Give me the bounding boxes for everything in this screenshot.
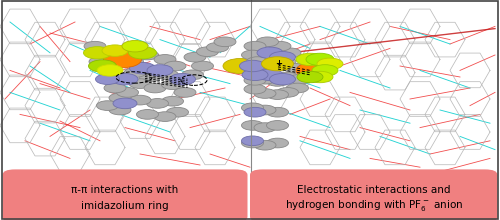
Circle shape — [164, 61, 186, 71]
Circle shape — [254, 74, 276, 84]
Circle shape — [284, 63, 306, 73]
FancyBboxPatch shape — [2, 169, 248, 220]
Circle shape — [242, 121, 264, 130]
Circle shape — [206, 42, 229, 52]
Circle shape — [307, 71, 333, 83]
Circle shape — [317, 58, 343, 70]
Circle shape — [96, 48, 118, 58]
Circle shape — [139, 72, 161, 82]
Circle shape — [174, 88, 196, 97]
Circle shape — [109, 93, 131, 103]
Circle shape — [97, 65, 123, 76]
Circle shape — [259, 59, 281, 69]
Circle shape — [104, 51, 142, 68]
Bar — [251, 0, 500, 172]
Circle shape — [269, 41, 291, 51]
FancyBboxPatch shape — [250, 169, 498, 220]
Circle shape — [244, 41, 266, 51]
Circle shape — [182, 70, 204, 80]
Circle shape — [136, 110, 158, 119]
Circle shape — [170, 73, 196, 85]
Circle shape — [254, 123, 276, 132]
Circle shape — [254, 105, 276, 115]
Circle shape — [270, 51, 295, 63]
Circle shape — [154, 112, 176, 121]
Circle shape — [144, 83, 166, 93]
Circle shape — [297, 71, 323, 83]
Circle shape — [289, 74, 311, 84]
Circle shape — [146, 99, 169, 108]
Circle shape — [166, 107, 188, 117]
Circle shape — [242, 136, 264, 146]
Circle shape — [147, 65, 173, 76]
Circle shape — [102, 45, 128, 56]
Circle shape — [154, 55, 176, 64]
Circle shape — [84, 47, 112, 59]
Circle shape — [196, 47, 218, 57]
Circle shape — [214, 37, 236, 47]
Circle shape — [274, 57, 296, 66]
Circle shape — [312, 65, 338, 76]
Text: hydrogen bonding with PF$_6^-$ anion: hydrogen bonding with PF$_6^-$ anion — [285, 198, 463, 213]
Circle shape — [266, 107, 288, 117]
Circle shape — [270, 73, 295, 85]
Circle shape — [254, 140, 276, 150]
Circle shape — [244, 75, 266, 85]
Circle shape — [240, 60, 266, 72]
Circle shape — [96, 74, 120, 84]
Circle shape — [306, 53, 334, 66]
Circle shape — [128, 47, 156, 59]
Text: π-π interactions with: π-π interactions with — [72, 185, 178, 195]
Circle shape — [84, 41, 106, 51]
Circle shape — [192, 61, 214, 71]
Circle shape — [129, 79, 151, 88]
Circle shape — [286, 83, 308, 93]
Circle shape — [112, 73, 138, 85]
Circle shape — [109, 105, 131, 115]
Circle shape — [242, 103, 264, 113]
Circle shape — [104, 83, 126, 93]
Circle shape — [223, 59, 257, 73]
Circle shape — [242, 138, 264, 148]
Circle shape — [244, 107, 266, 117]
Circle shape — [257, 69, 283, 81]
Circle shape — [96, 101, 118, 110]
Circle shape — [184, 52, 206, 62]
Circle shape — [266, 77, 288, 86]
Bar — [0, 0, 251, 172]
Circle shape — [136, 50, 158, 60]
Circle shape — [88, 60, 117, 72]
Circle shape — [242, 69, 268, 81]
Circle shape — [122, 40, 148, 52]
Circle shape — [266, 90, 288, 99]
Circle shape — [296, 62, 334, 79]
Circle shape — [276, 72, 298, 82]
Circle shape — [162, 80, 184, 90]
Circle shape — [130, 62, 156, 74]
Text: +: + — [276, 59, 282, 68]
Circle shape — [89, 57, 111, 66]
Circle shape — [113, 98, 137, 109]
Text: imidazolium ring: imidazolium ring — [81, 201, 169, 211]
Circle shape — [254, 89, 276, 98]
Circle shape — [156, 70, 178, 80]
Circle shape — [276, 88, 298, 97]
Circle shape — [244, 84, 266, 94]
Circle shape — [249, 66, 271, 75]
Circle shape — [266, 121, 288, 130]
Circle shape — [129, 95, 151, 105]
Circle shape — [246, 57, 268, 66]
Circle shape — [162, 96, 184, 106]
Circle shape — [262, 57, 294, 71]
Circle shape — [279, 48, 301, 58]
Circle shape — [116, 88, 138, 97]
Circle shape — [256, 37, 278, 47]
Circle shape — [124, 68, 146, 77]
Circle shape — [296, 53, 324, 66]
Circle shape — [266, 138, 288, 148]
Text: Electrostatic interactions and: Electrostatic interactions and — [297, 185, 451, 195]
Circle shape — [242, 50, 264, 60]
Circle shape — [122, 57, 144, 66]
Circle shape — [257, 47, 283, 59]
